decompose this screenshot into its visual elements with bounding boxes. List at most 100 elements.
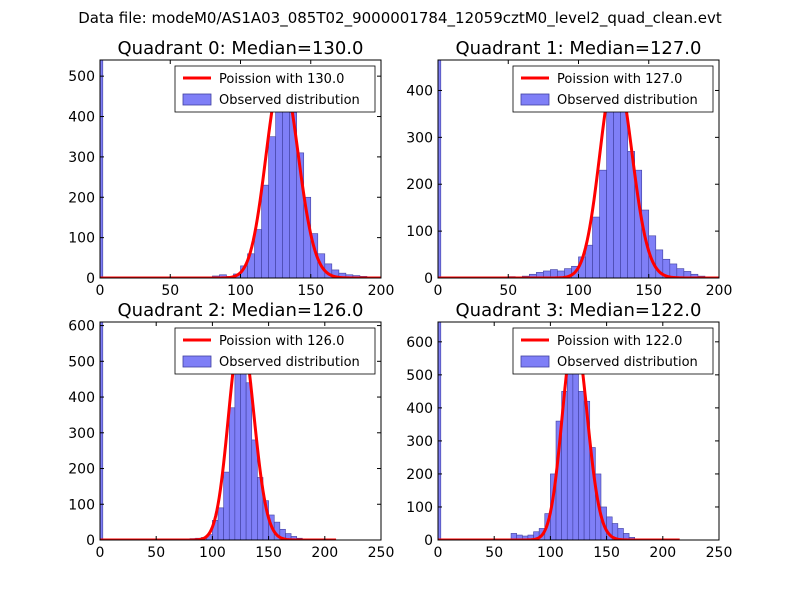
quadrant-1-legend-poisson-label: Poission with 127.0: [557, 72, 682, 87]
quadrant-1-legend-observed-label: Observed distribution: [557, 93, 698, 108]
quadrant-2-xtick-label-50: 50: [147, 545, 165, 561]
quadrant-1-xtick-label-50: 50: [499, 283, 517, 299]
quadrant-2-ytick-label-400: 400: [68, 390, 95, 406]
quadrant-3-xtick-label-200: 200: [649, 545, 676, 561]
quadrant-2-ytick-label-100: 100: [68, 497, 95, 513]
quadrant-2-xtick-label-250: 250: [368, 545, 395, 561]
quadrant-2-bar-zero-spike: [100, 322, 104, 540]
quadrant-2-legend-observed-label: Observed distribution: [219, 355, 360, 370]
quadrant-2-ytick-label-300: 300: [68, 426, 95, 442]
quadrant-1-ytick-label-100: 100: [406, 224, 433, 240]
quadrant-1-plot-area: [438, 60, 719, 278]
quadrant-1-xtick-label-200: 200: [706, 283, 733, 299]
quadrant-2-legend-observed-swatch: [182, 355, 212, 368]
quadrant-1-bar-zero-spike: [438, 60, 442, 278]
quadrant-2-bar-130: [245, 382, 253, 540]
quadrant-2-xtick-label-0: 0: [96, 545, 105, 561]
quadrant-3-ytick-label-400: 400: [406, 401, 433, 417]
quadrant-0-ytick-label-200: 200: [68, 190, 95, 206]
quadrant-3-ytick-label-300: 300: [406, 434, 433, 450]
quadrant-0-ytick-label-300: 300: [68, 150, 95, 166]
quadrant-2-bar-105: [217, 507, 224, 540]
quadrant-3-bar-125: [578, 391, 585, 540]
quadrant-0-ytick-label-0: 0: [86, 271, 95, 287]
quadrant-1-ytick-label-400: 400: [406, 83, 433, 99]
quadrant-1-bar-120: [606, 99, 614, 278]
quadrant-0-xtick-label-50: 50: [161, 283, 179, 299]
quadrant-2-title: Quadrant 2: Median=126.0: [118, 300, 364, 321]
quadrant-3-plot-area: [438, 322, 681, 540]
quadrant-1-xtick-label-0: 0: [434, 283, 443, 299]
quadrant-1-bar-110: [592, 216, 600, 278]
quadrant-1-xtick-label-100: 100: [565, 283, 592, 299]
quadrant-0-xtick-label-150: 150: [297, 283, 324, 299]
quadrant-3-ytick-label-200: 200: [406, 467, 433, 483]
quadrant-3-legend-observed-label: Observed distribution: [557, 355, 698, 370]
quadrant-0-poisson-line: [100, 72, 381, 278]
quadrant-2-ytick-label-0: 0: [86, 533, 95, 549]
quadrant-2-axes-frame: [99, 321, 382, 541]
quadrant-2-bar-135: [251, 439, 258, 540]
quadrant-0-ytick-label-400: 400: [68, 110, 95, 126]
quadrant-2-legend: Poission with 126.0 Observed distribution: [174, 327, 376, 375]
quadrant-3-bar-zero-spike: [438, 322, 442, 540]
quadrant-3-poisson-line: [438, 332, 681, 540]
quadrant-3-title: Quadrant 3: Median=122.0: [456, 300, 702, 321]
quadrant-2-legend-poisson-label: Poission with 126.0: [219, 334, 344, 349]
quadrant-3-panel: Quadrant 3: Median=122.0 0 50 100 150 200 250 0…: [406, 300, 732, 561]
quadrant-1-legend: Poission with 127.0 Observed distribution: [512, 65, 714, 113]
quadrant-0-bar-120: [268, 136, 276, 278]
quadrant-1-bar-115: [599, 169, 607, 278]
quadrant-0-legend-observed-label: Observed distribution: [219, 93, 360, 108]
quadrant-3-xtick-label-150: 150: [593, 545, 620, 561]
quadrant-2-ytick-label-200: 200: [68, 462, 95, 478]
quadrant-0-ytick-label-500: 500: [68, 69, 95, 85]
quadrant-3-ytick-label-500: 500: [406, 368, 433, 384]
quadrant-3-axes-frame: [437, 321, 720, 541]
quadrant-1-bar-130: [620, 99, 628, 278]
quadrant-2-bar-120: [234, 364, 241, 540]
quadrant-1-ytick-label-0: 0: [424, 271, 433, 287]
quadrant-1-bar-105: [585, 244, 593, 278]
quadrant-2-xtick-label-100: 100: [199, 545, 226, 561]
quadrant-2-ytick-label-500: 500: [68, 354, 95, 370]
quadrant-2-ytick-label-600: 600: [68, 319, 95, 335]
figure-suptitle: Data file: modeM0/AS1A03_085T02_90000017…: [78, 9, 722, 28]
quadrant-3-legend: Poission with 122.0 Observed distribution: [512, 327, 714, 375]
quadrant-0-bar-zero-spike: [100, 60, 104, 278]
quadrant-2-xtick-label-200: 200: [311, 545, 338, 561]
quadrant-1-xtick-label-150: 150: [635, 283, 662, 299]
quadrant-1-title: Quadrant 1: Median=127.0: [456, 38, 702, 59]
quadrant-0-legend-poisson-label: Poission with 130.0: [219, 72, 344, 87]
quadrant-1-ytick-label-200: 200: [406, 177, 433, 193]
quadrant-0-ytick-label-100: 100: [68, 231, 95, 247]
quadrant-0-xtick-label-100: 100: [227, 283, 254, 299]
quadrant-3-xtick-label-0: 0: [434, 545, 443, 561]
quadrant-3-xtick-label-100: 100: [537, 545, 564, 561]
quadrant-0-xtick-label-200: 200: [368, 283, 395, 299]
quadrant-2-bar-115: [228, 407, 236, 540]
quadrant-3-legend-observed-swatch: [520, 355, 550, 368]
quadrant-1-panel: Quadrant 1: Median=127.0 0 50 100 150 200 0 100…: [406, 38, 732, 299]
quadrant-0-legend-observed-swatch: [182, 93, 212, 106]
quadrant-0-bar-115: [261, 184, 269, 278]
quadrant-3-bar-115: [566, 351, 574, 540]
quadrant-3-ytick-label-600: 600: [406, 335, 433, 351]
quadrant-3-legend-poisson-label: Poission with 122.0: [557, 334, 682, 349]
quadrant-1-poisson-line: [438, 67, 719, 278]
quadrant-3-xtick-label-250: 250: [706, 545, 733, 561]
quadrant-3-ytick-label-100: 100: [406, 500, 433, 516]
quadrant-1-legend-observed-swatch: [520, 93, 550, 106]
quadrant-2-plot-area: [100, 322, 337, 540]
quadrant-3-xtick-label-50: 50: [485, 545, 503, 561]
quadrant-0-xtick-label-0: 0: [96, 283, 105, 299]
quadrant-3-ytick-label-0: 0: [424, 533, 433, 549]
quadrant-0-bar-125: [275, 100, 283, 278]
quadrant-0-bar-110: [254, 229, 262, 278]
quadrant-0-panel: Quadrant 0: Median=130.0 0 50 100 150 200 0 100…: [68, 38, 394, 299]
quadrant-1-ytick-label-300: 300: [406, 130, 433, 146]
quadrant-0-legend: Poission with 130.0 Observed distribution: [174, 65, 376, 113]
quadrant-2-panel: Quadrant 2: Median=126.0 0 50 100 150 200 250 0…: [68, 300, 394, 561]
quadrant-2-bar-110: [223, 471, 230, 540]
